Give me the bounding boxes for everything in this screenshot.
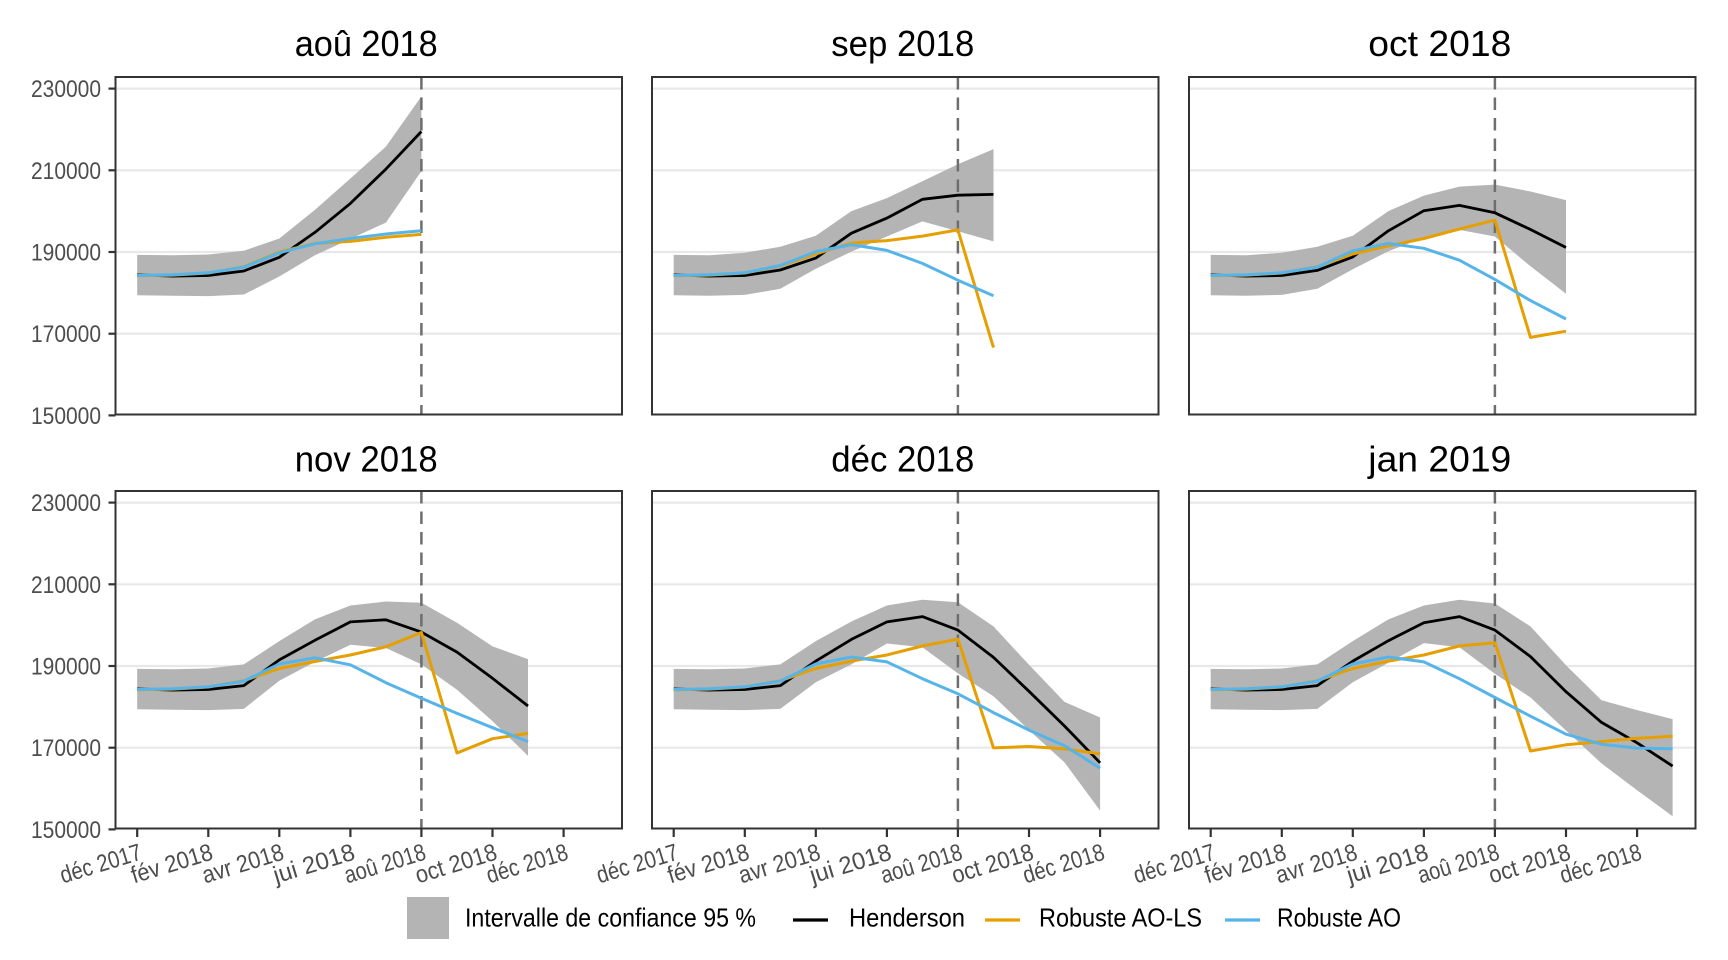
svg-text:230000: 230000 [31, 76, 101, 103]
svg-text:déc 2018: déc 2018 [831, 439, 974, 480]
svg-text:Robuste AO: Robuste AO [1277, 903, 1401, 933]
svg-text:jan 2019: jan 2019 [1367, 439, 1511, 480]
svg-text:170000: 170000 [31, 321, 101, 348]
svg-text:230000: 230000 [31, 490, 101, 517]
svg-text:190000: 190000 [31, 654, 101, 681]
svg-text:nov 2018: nov 2018 [295, 439, 438, 480]
svg-text:210000: 210000 [31, 572, 101, 599]
svg-text:190000: 190000 [31, 240, 101, 267]
svg-text:sep 2018: sep 2018 [831, 23, 974, 64]
svg-text:170000: 170000 [31, 735, 101, 762]
svg-text:aoû 2018: aoû 2018 [295, 23, 438, 64]
svg-text:Robuste AO-LS: Robuste AO-LS [1039, 903, 1202, 933]
svg-text:150000: 150000 [31, 817, 101, 844]
svg-text:Henderson: Henderson [849, 903, 965, 933]
svg-text:150000: 150000 [31, 403, 101, 430]
svg-text:210000: 210000 [31, 158, 101, 185]
svg-text:Intervalle de confiance 95 %: Intervalle de confiance 95 % [465, 903, 756, 933]
svg-text:oct 2018: oct 2018 [1368, 23, 1511, 64]
